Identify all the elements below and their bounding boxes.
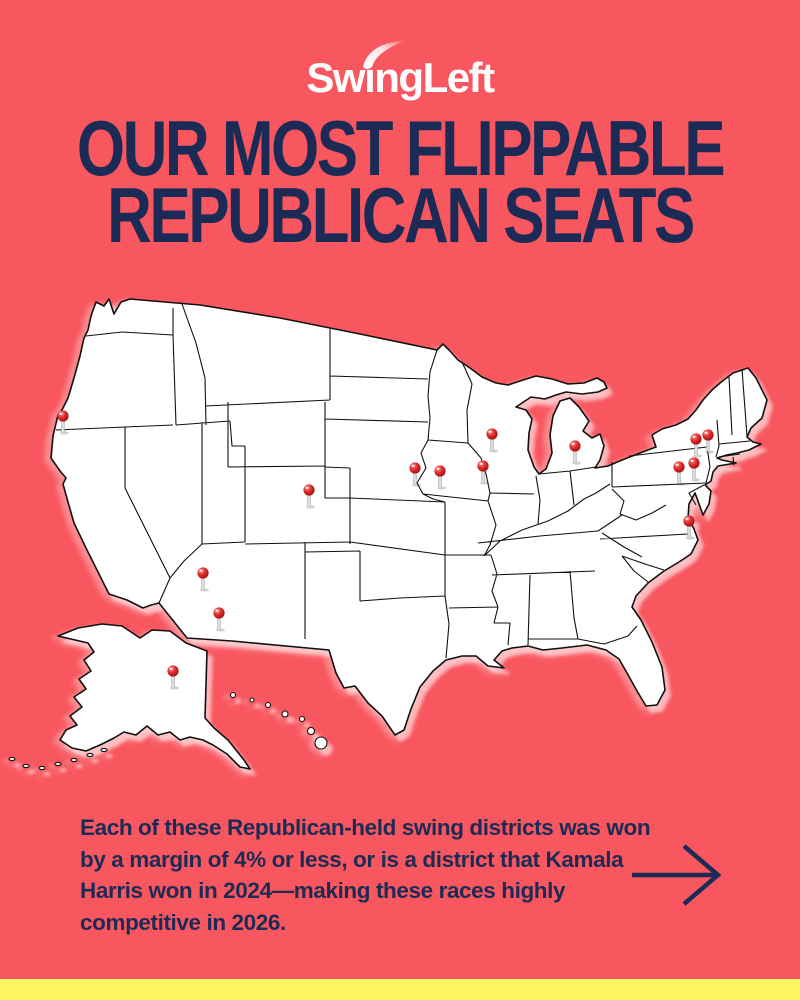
hawaii-islands <box>229 691 328 750</box>
caption-line: by a margin of 4% or less, or is a distr… <box>80 846 624 872</box>
map-pin-va <box>683 515 695 540</box>
map-pin-az <box>197 567 209 592</box>
state-borders <box>55 303 751 659</box>
map-pin-pa <box>688 457 700 482</box>
aleutian-islands <box>8 747 108 771</box>
map-pin-ne <box>409 462 421 487</box>
bottom-accent-bar <box>0 979 800 1000</box>
map-pin-ia <box>477 460 489 485</box>
arrow-right-icon[interactable] <box>632 842 732 908</box>
map-pin-co <box>303 484 315 509</box>
map-pin-pa <box>673 461 685 486</box>
map-pins <box>57 410 714 690</box>
logo-text: SwingLeft <box>306 54 495 101</box>
map-pin-ca <box>57 410 69 435</box>
map-pin-az <box>213 607 225 632</box>
mainland-outline <box>50 298 768 736</box>
page-title-line1: OUR MOST FLIPPABLE <box>76 105 726 193</box>
caption-line: Each of these Republican-held swing dist… <box>80 815 651 840</box>
caption-line: Harris won in 2024—making these races hi… <box>80 878 566 903</box>
map-pin-ny <box>690 433 702 458</box>
page-title-line2: REPUBLICAN SEATS <box>107 172 695 260</box>
map-pin-ny <box>702 429 714 454</box>
map-pin-ak <box>167 665 179 690</box>
page-title: OUR MOST FLIPPABLE REPUBLICAN SEATS <box>0 105 800 260</box>
map-pin-ia <box>434 465 446 490</box>
map-pin-wi <box>486 428 498 453</box>
us-map <box>8 298 768 771</box>
swoosh-icon <box>363 41 404 69</box>
caption: Each of these Republican-held swing dist… <box>80 812 651 938</box>
caption-line: competitive in 2026. <box>80 909 286 935</box>
alaska-outline <box>57 623 251 770</box>
map-pin-mi <box>569 440 581 465</box>
